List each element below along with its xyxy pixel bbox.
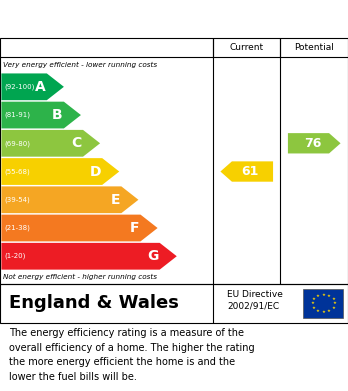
Text: Current: Current [230,43,264,52]
Text: 61: 61 [242,165,259,178]
Polygon shape [1,158,119,185]
Polygon shape [220,161,273,182]
Text: A: A [35,80,46,94]
Text: ★: ★ [312,306,316,310]
Text: B: B [52,108,63,122]
Text: ★: ★ [312,297,316,301]
Text: (21-38): (21-38) [4,225,30,231]
Text: ★: ★ [322,310,325,314]
Polygon shape [1,243,177,270]
Text: F: F [130,221,139,235]
Text: ★: ★ [331,306,335,310]
Text: England & Wales: England & Wales [9,294,179,312]
Text: ★: ★ [322,293,325,297]
Text: Energy Efficiency Rating: Energy Efficiency Rating [9,12,230,27]
Text: (55-68): (55-68) [4,168,30,175]
Polygon shape [288,133,341,153]
Polygon shape [1,215,158,241]
Text: (39-54): (39-54) [4,197,30,203]
Text: Very energy efficient - lower running costs: Very energy efficient - lower running co… [3,62,157,68]
Text: (81-91): (81-91) [4,112,30,118]
Polygon shape [1,130,100,157]
Text: ★: ★ [327,294,331,298]
Bar [303,289,343,318]
Polygon shape [1,74,64,100]
Text: D: D [89,165,101,179]
Text: (92-100): (92-100) [4,84,34,90]
Text: ★: ★ [316,294,320,298]
Text: 76: 76 [304,137,322,150]
Polygon shape [1,187,139,213]
Text: ★: ★ [331,297,335,301]
Text: G: G [147,249,158,263]
Text: (1-20): (1-20) [4,253,25,260]
Text: Potential: Potential [294,43,334,52]
Text: ★: ★ [316,308,320,313]
Text: ★: ★ [333,301,337,305]
Text: ★: ★ [310,301,314,305]
Text: C: C [71,136,82,150]
Text: The energy efficiency rating is a measure of the
overall efficiency of a home. T: The energy efficiency rating is a measur… [9,328,254,382]
Polygon shape [1,102,81,128]
Text: Not energy efficient - higher running costs: Not energy efficient - higher running co… [3,274,157,280]
Text: ★: ★ [327,308,331,313]
Text: (69-80): (69-80) [4,140,30,147]
Text: E: E [110,193,120,207]
Text: EU Directive
2002/91/EC: EU Directive 2002/91/EC [227,290,283,311]
